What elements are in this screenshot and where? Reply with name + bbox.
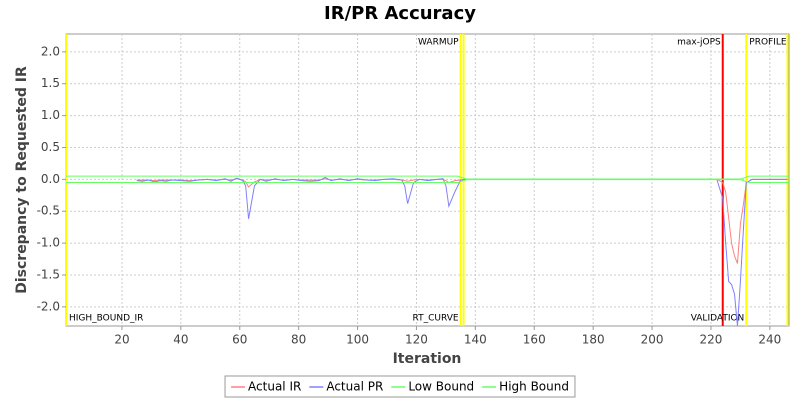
legend-label: High Bound — [499, 380, 569, 394]
y-axis-label: Discrepancy to Requested IR — [14, 66, 30, 294]
y-tick-label: -1.5 — [37, 267, 60, 281]
x-tick-label: 20 — [114, 333, 129, 347]
series-line — [66, 179, 789, 184]
x-tick-label: 60 — [232, 333, 247, 347]
legend-label: Actual IR — [248, 380, 301, 394]
x-tick-label: 160 — [523, 333, 546, 347]
y-tick-label: -0.5 — [37, 204, 60, 218]
marker-label: HIGH_BOUND_IR — [69, 314, 143, 324]
marker-label: max-jOPS — [677, 38, 721, 48]
y-tick-label: 2.0 — [41, 44, 60, 58]
x-tick-label: 80 — [291, 333, 306, 347]
series-line — [66, 175, 789, 180]
y-tick-label: 0.0 — [41, 172, 60, 186]
y-tick-label: 1.5 — [41, 76, 60, 90]
x-tick-label: 140 — [464, 333, 487, 347]
y-tick-label: 0.5 — [41, 140, 60, 154]
chart-title: IR/PR Accuracy — [324, 3, 476, 24]
y-tick-label: -2.0 — [37, 299, 60, 313]
x-tick-label: 200 — [641, 333, 664, 347]
legend-label: Low Bound — [408, 380, 474, 394]
series-line — [136, 178, 788, 264]
x-tick-label: 220 — [700, 333, 723, 347]
x-tick-label: 40 — [173, 333, 188, 347]
y-tick-label: 1.0 — [41, 108, 60, 122]
marker-label: WARMUP — [418, 38, 459, 48]
x-tick-label: 120 — [405, 333, 428, 347]
marker-label: RT_CURVE — [413, 314, 459, 324]
x-axis-label: Iteration — [393, 351, 462, 367]
y-tick-label: -1.0 — [37, 236, 60, 250]
marker-label: VALIDATION — [691, 314, 745, 324]
x-tick-label: 100 — [346, 333, 369, 347]
marker-label: PROFILE — [749, 38, 787, 48]
legend-label: Actual PR — [326, 380, 383, 394]
x-tick-label: 180 — [582, 333, 605, 347]
x-tick-label: 240 — [758, 333, 781, 347]
series-line — [136, 176, 788, 326]
